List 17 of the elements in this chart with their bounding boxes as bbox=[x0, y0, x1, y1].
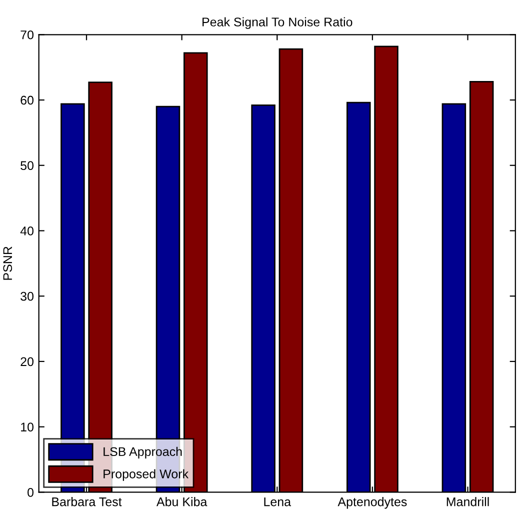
legend-label: LSB Approach bbox=[104, 446, 182, 459]
legend-label: Proposed Work bbox=[104, 469, 189, 481]
x-tick-label: Mandrill bbox=[446, 497, 489, 506]
y-tick-label: 10 bbox=[21, 422, 34, 432]
chart-title: Peak Signal To Noise Ratio bbox=[202, 17, 352, 29]
y-tick-label: 60 bbox=[20, 96, 34, 105]
x-tick-label: Abu Kiba bbox=[156, 497, 208, 506]
y-tick-label: 30 bbox=[20, 292, 34, 301]
y-tick-label: 40 bbox=[20, 226, 34, 236]
x-tick-label: Barbara Test bbox=[52, 497, 122, 506]
y-tick-label: 20 bbox=[20, 357, 34, 366]
x-tick-label: Aptenodytes bbox=[338, 497, 407, 509]
x-tick-label: Lena bbox=[264, 498, 292, 506]
y-tick-label: 50 bbox=[20, 161, 34, 170]
y-tick-label: 70 bbox=[20, 30, 34, 40]
y-axis-title: PSNR bbox=[3, 246, 12, 280]
y-tick-label: 0 bbox=[28, 488, 34, 497]
